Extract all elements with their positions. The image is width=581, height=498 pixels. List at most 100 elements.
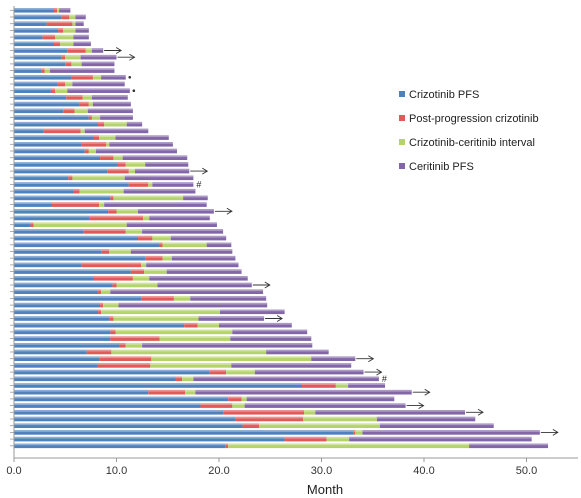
bar-segment bbox=[91, 95, 128, 100]
bar-segment bbox=[125, 343, 143, 348]
bar-segment-highlight bbox=[14, 336, 111, 339]
bar-segment-highlight bbox=[14, 155, 101, 158]
bar-segment bbox=[110, 195, 114, 201]
bar-segment bbox=[130, 249, 233, 254]
bar-segment bbox=[14, 396, 229, 402]
x-tick-label: 0.0 bbox=[6, 465, 21, 477]
patient-bar bbox=[14, 343, 313, 348]
bar-segment-highlight bbox=[14, 209, 109, 211]
bar-segment-highlight bbox=[198, 316, 265, 318]
bar-segment-highlight bbox=[14, 389, 149, 392]
bar-segment-highlight bbox=[14, 322, 185, 325]
bar-segment-highlight bbox=[100, 115, 133, 117]
bar-segment-highlight bbox=[14, 296, 142, 298]
bar-segment-highlight bbox=[138, 235, 153, 238]
bar-segment bbox=[67, 88, 130, 93]
bar-segment bbox=[348, 383, 386, 388]
bar-segment bbox=[92, 75, 102, 80]
bar-segment-highlight bbox=[71, 75, 93, 77]
bar-segment bbox=[231, 363, 352, 368]
legend-swatch bbox=[399, 163, 405, 169]
bar-segment-highlight bbox=[97, 363, 151, 365]
bar-segment bbox=[73, 188, 80, 194]
bar-segment-highlight bbox=[469, 443, 549, 446]
bar-segment-highlight bbox=[246, 396, 395, 399]
patient-bar bbox=[14, 121, 143, 127]
bar-segment bbox=[14, 309, 99, 315]
bar-segment bbox=[14, 322, 185, 328]
bar-segment-highlight bbox=[304, 410, 316, 412]
bar-segment bbox=[14, 68, 42, 73]
bar-segment bbox=[209, 369, 227, 375]
bar-segment-highlight bbox=[118, 302, 268, 305]
bar-segment-highlight bbox=[117, 162, 126, 164]
patient-bar bbox=[14, 255, 236, 261]
patient-bar bbox=[14, 48, 104, 53]
bar-segment bbox=[219, 322, 292, 328]
bar-segment-highlight bbox=[115, 135, 169, 138]
bar-segment bbox=[14, 383, 303, 388]
bar-segment-highlight bbox=[79, 188, 124, 191]
legend-item: Ceritinib PFS bbox=[399, 161, 474, 173]
bar-segment-highlight bbox=[106, 142, 110, 144]
bar-segment bbox=[14, 349, 87, 355]
patient-bar bbox=[14, 322, 292, 328]
bar-segment bbox=[143, 215, 150, 221]
bar-segment-highlight bbox=[14, 135, 94, 138]
bar-segment-highlight bbox=[149, 215, 210, 218]
ongoing-arrow bbox=[466, 408, 484, 416]
patient-bar bbox=[14, 423, 494, 428]
bar-segment bbox=[244, 403, 406, 408]
bar-segment-highlight bbox=[376, 416, 476, 419]
bar-segment bbox=[88, 115, 92, 120]
patient-bar bbox=[14, 222, 217, 227]
bar-segment bbox=[101, 289, 111, 294]
bar-segment bbox=[99, 135, 116, 140]
bar-segment bbox=[98, 121, 105, 127]
bar-segment-highlight bbox=[14, 242, 160, 245]
bar-segment-highlight bbox=[14, 61, 66, 64]
bar-segment-highlight bbox=[315, 410, 465, 412]
bar-segment bbox=[14, 8, 54, 13]
bar-segment bbox=[14, 430, 354, 435]
x-axis-ticks: 0.0 10.0 20.0 30.0 40.0 50.0 bbox=[6, 458, 537, 477]
bar-segment bbox=[14, 336, 111, 341]
bar-segment bbox=[134, 168, 190, 174]
bar-segment bbox=[113, 195, 184, 201]
bar-segment-highlight bbox=[219, 322, 292, 325]
bar-segment-highlight bbox=[93, 276, 133, 278]
bar-segment-highlight bbox=[302, 383, 336, 385]
bar-segment-highlight bbox=[14, 229, 84, 231]
bar-segment bbox=[14, 209, 109, 214]
bar-segment-highlight bbox=[91, 115, 101, 117]
patient-bar bbox=[14, 202, 207, 207]
bar-segment bbox=[241, 396, 247, 402]
bar-segment-highlight bbox=[14, 309, 99, 312]
bar-segment-highlight bbox=[143, 215, 150, 218]
bar-segment bbox=[93, 135, 100, 140]
bar-segment bbox=[91, 115, 101, 120]
bar-segment-highlight bbox=[14, 416, 236, 419]
bar-segment bbox=[145, 255, 163, 261]
bar-segment bbox=[14, 115, 89, 120]
patient-bar bbox=[14, 135, 169, 140]
bar-segment bbox=[126, 222, 217, 227]
bar-segment bbox=[14, 175, 69, 181]
patient-bar bbox=[14, 403, 406, 408]
bar-segment-highlight bbox=[53, 8, 58, 10]
bar-segment bbox=[200, 403, 233, 408]
patient-bar bbox=[14, 175, 194, 181]
bar-segment-highlight bbox=[92, 101, 131, 104]
bar-segment bbox=[14, 61, 66, 67]
bar-segment bbox=[72, 81, 125, 87]
bar-segment bbox=[126, 121, 143, 127]
bar-segment-highlight bbox=[148, 389, 186, 392]
patient-bar bbox=[14, 410, 465, 415]
bar-segment bbox=[80, 54, 117, 60]
patient-bar bbox=[14, 8, 71, 13]
bar-segment-highlight bbox=[96, 148, 177, 151]
bar-segment bbox=[14, 135, 94, 140]
bar-segment bbox=[101, 75, 126, 80]
bar-segment-highlight bbox=[171, 255, 236, 258]
